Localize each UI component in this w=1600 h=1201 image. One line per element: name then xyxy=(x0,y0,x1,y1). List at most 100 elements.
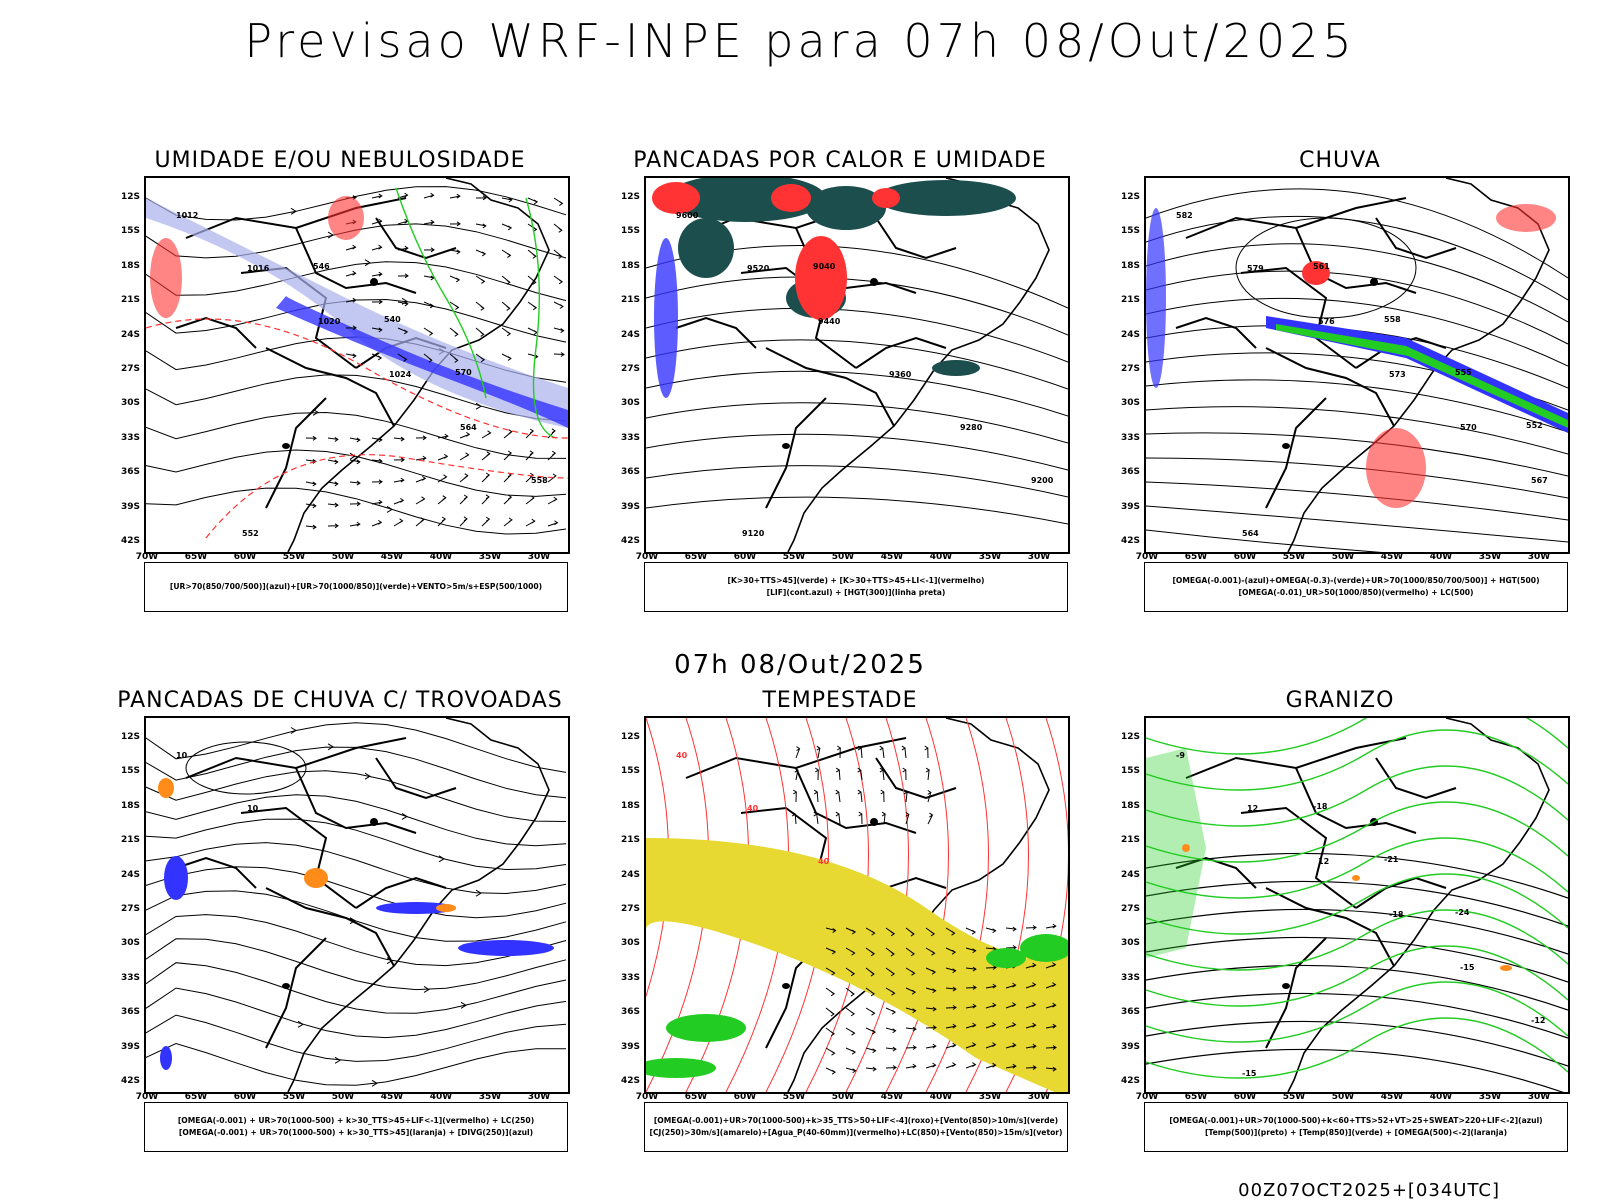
contour-label: 1012 xyxy=(176,211,198,220)
latitude-tick: 27S xyxy=(606,364,640,374)
longitude-tick: 35W xyxy=(1475,1092,1505,1102)
legend-box: [OMEGA(-0.001)-(azul)+OMEGA(-0.3)-(verde… xyxy=(1144,562,1568,612)
longitude-tick: 55W xyxy=(279,1092,309,1102)
longitude-tick: 45W xyxy=(877,1092,907,1102)
longitude-tick: 60W xyxy=(1230,1092,1260,1102)
longitude-tick: 40W xyxy=(926,1092,956,1102)
contour-label: 582 xyxy=(1176,211,1193,220)
longitude-tick: 65W xyxy=(681,1092,711,1102)
contour-label: 40 xyxy=(747,804,759,813)
latitude-tick: 12S xyxy=(1106,732,1140,742)
latitude-tick: 27S xyxy=(1106,904,1140,914)
latitude-tick: 12S xyxy=(606,732,640,742)
latitude-tick: 39S xyxy=(606,1042,640,1052)
longitude-tick: 55W xyxy=(779,552,809,562)
longitude-tick: 35W xyxy=(475,552,505,562)
legend-line-1: [OMEGA(-0.001) + UR>70(1000-500) + k>30_… xyxy=(178,1115,534,1127)
panel-title: PANCADAS POR CALOR E UMIDADE xyxy=(600,148,1080,173)
longitude-tick: 50W xyxy=(828,552,858,562)
latitude-tick: 39S xyxy=(106,502,140,512)
longitude-tick: 45W xyxy=(377,552,407,562)
legend-box: [OMEGA(-0.001)+UR>70(1000-500)+k<60+TTS>… xyxy=(1144,1102,1568,1152)
longitude-tick: 60W xyxy=(230,552,260,562)
latitude-tick: 42S xyxy=(606,536,640,546)
latitude-tick: 21S xyxy=(1106,835,1140,845)
legend-box: [OMEGA(-0.001) + UR>70(1000-500) + k>30_… xyxy=(144,1102,568,1152)
latitude-tick: 24S xyxy=(606,870,640,880)
longitude-tick: 50W xyxy=(828,1092,858,1102)
contour-label: -15 xyxy=(1460,963,1475,972)
latitude-tick: 36S xyxy=(1106,467,1140,477)
latitude-tick: 27S xyxy=(106,904,140,914)
contour-label: 9520 xyxy=(747,264,770,273)
contour-label: -18 xyxy=(1389,910,1404,919)
contour-label: 10 xyxy=(176,751,188,760)
longitude-tick: 55W xyxy=(1279,552,1309,562)
legend-line-1: [K>30+TTS>45](verde) + [K>30+TTS>45+LI<-… xyxy=(727,575,984,587)
latitude-tick: 12S xyxy=(606,192,640,202)
contour-label: 12 xyxy=(1318,857,1329,866)
latitude-tick: 27S xyxy=(1106,364,1140,374)
contour-label: -18 xyxy=(1313,802,1328,811)
latitude-tick: 33S xyxy=(1106,973,1140,983)
contour-label: 546 xyxy=(313,262,330,271)
latitude-tick: 24S xyxy=(106,870,140,880)
latitude-tick: 15S xyxy=(606,766,640,776)
contour-label: 573 xyxy=(1389,370,1406,379)
latitude-tick: 15S xyxy=(106,766,140,776)
contour-label: 558 xyxy=(531,476,548,485)
latitude-tick: 18S xyxy=(1106,801,1140,811)
contour-label: 576 xyxy=(1318,317,1335,326)
longitude-tick: 65W xyxy=(1181,1092,1211,1102)
longitude-tick: 70W xyxy=(132,552,162,562)
contour-label: 561 xyxy=(1313,262,1330,271)
panel-title: UMIDADE E/OU NEBULOSIDADE xyxy=(100,148,580,173)
latitude-tick: 39S xyxy=(106,1042,140,1052)
latitude-tick: 30S xyxy=(106,938,140,948)
longitude-tick: 45W xyxy=(1377,552,1407,562)
latitude-tick: 33S xyxy=(606,973,640,983)
longitude-tick: 35W xyxy=(975,552,1005,562)
latitude-tick: 30S xyxy=(1106,938,1140,948)
longitude-tick: 30W xyxy=(1024,1092,1054,1102)
legend-line-1: [OMEGA(-0.001)-(azul)+OMEGA(-0.3)-(verde… xyxy=(1172,575,1539,587)
latitude-tick: 36S xyxy=(606,1007,640,1017)
contour-label: 567 xyxy=(1531,476,1548,485)
longitude-tick: 30W xyxy=(1024,552,1054,562)
latitude-tick: 21S xyxy=(606,835,640,845)
contour-label: 555 xyxy=(1455,368,1472,377)
latitude-tick: 24S xyxy=(1106,870,1140,880)
latitude-tick: 30S xyxy=(1106,398,1140,408)
longitude-tick: 70W xyxy=(1132,1092,1162,1102)
contour-label: 9120 xyxy=(742,529,765,538)
latitude-tick: 18S xyxy=(1106,261,1140,271)
latitude-tick: 39S xyxy=(1106,502,1140,512)
longitude-tick: 50W xyxy=(1328,552,1358,562)
contour-label: 570 xyxy=(1460,423,1477,432)
legend-line-2: [OMEGA(-0.01)_UR>50(1000/850)(vermelho) … xyxy=(1239,587,1474,599)
latitude-tick: 21S xyxy=(106,295,140,305)
legend-line-1: [UR>70(850/700/500)](azul)+[UR>70(1000/8… xyxy=(170,581,542,593)
longitude-tick: 65W xyxy=(181,552,211,562)
contour-label: 540 xyxy=(384,315,401,324)
latitude-tick: 36S xyxy=(1106,1007,1140,1017)
contour-label: 564 xyxy=(1242,529,1259,538)
longitude-tick: 35W xyxy=(975,1092,1005,1102)
latitude-tick: 24S xyxy=(1106,330,1140,340)
latitude-tick: 39S xyxy=(606,502,640,512)
contour-label: 9600 xyxy=(676,211,699,220)
longitude-tick: 55W xyxy=(279,552,309,562)
latitude-tick: 33S xyxy=(606,433,640,443)
latitude-tick: 36S xyxy=(106,467,140,477)
latitude-tick: 33S xyxy=(106,433,140,443)
latitude-tick: 30S xyxy=(106,398,140,408)
longitude-tick: 60W xyxy=(1230,552,1260,562)
